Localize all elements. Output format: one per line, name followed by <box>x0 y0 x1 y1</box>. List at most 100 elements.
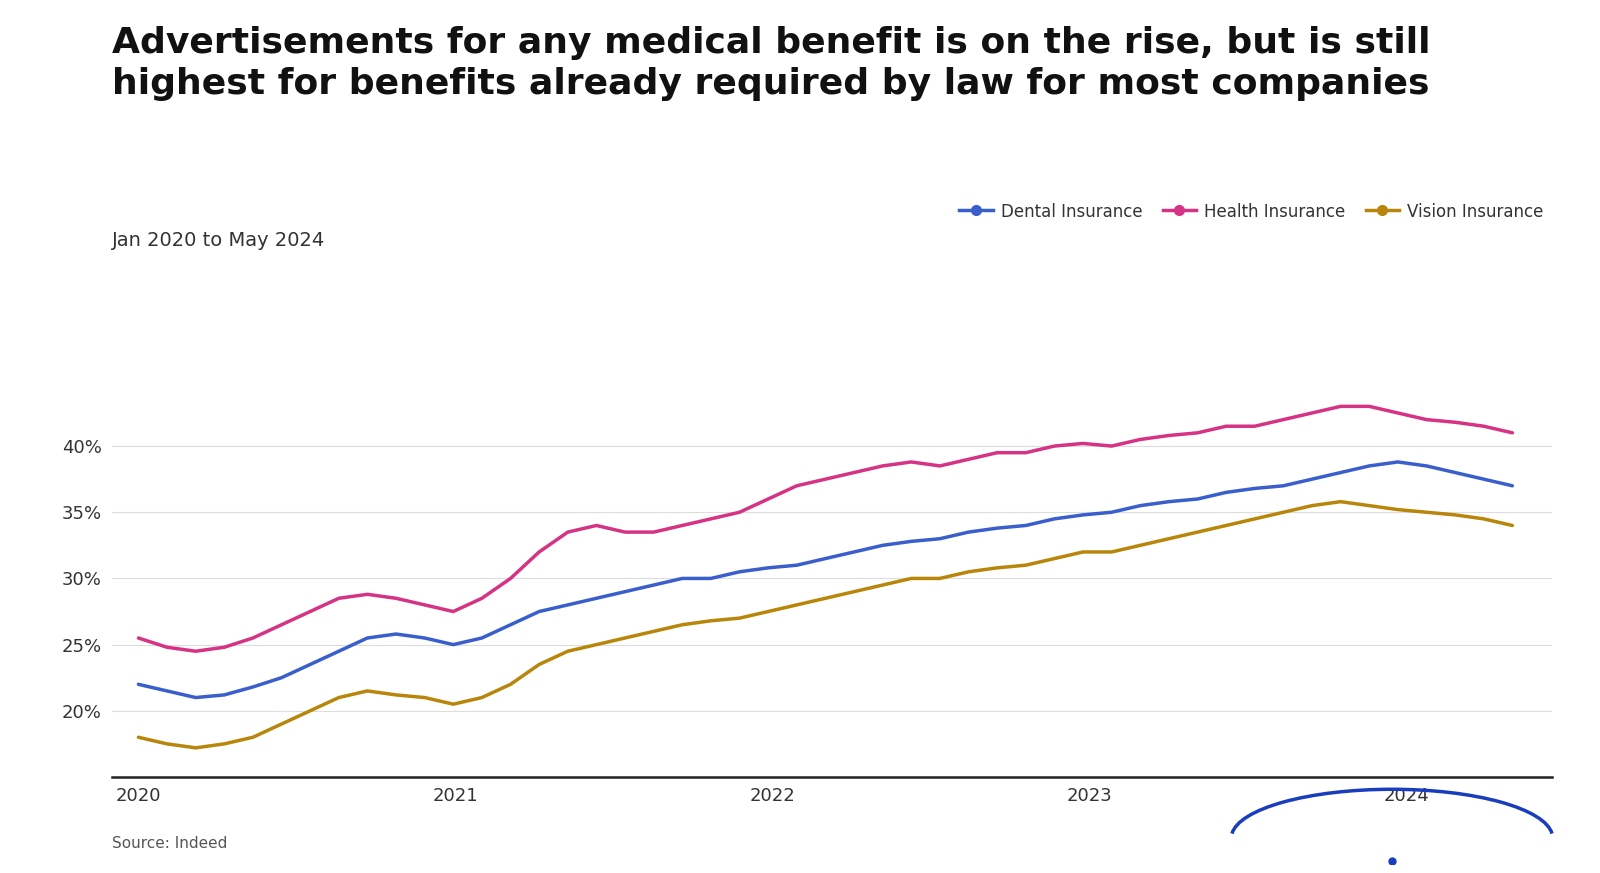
Vision Insurance <box>1016 560 1035 570</box>
Health Insurance <box>1160 430 1179 441</box>
Vision Insurance <box>1102 546 1122 557</box>
Health Insurance <box>587 520 606 531</box>
Health Insurance <box>1274 415 1293 425</box>
Vision Insurance <box>701 615 720 626</box>
Dental Insurance <box>758 562 778 573</box>
Dental Insurance <box>1474 474 1493 485</box>
Health Insurance <box>1445 417 1464 428</box>
Health Insurance <box>1074 438 1093 449</box>
Text: Source: Indeed: Source: Indeed <box>112 836 227 851</box>
Text: Advertisements for any medical benefit is on the rise, but is still
highest for : Advertisements for any medical benefit i… <box>112 26 1430 101</box>
Dental Insurance <box>645 580 664 590</box>
Health Insurance <box>1045 441 1064 451</box>
Text: Jan 2020 to May 2024: Jan 2020 to May 2024 <box>112 231 325 251</box>
Dental Insurance <box>558 600 578 610</box>
Dental Insurance <box>987 523 1006 533</box>
Dental Insurance <box>214 690 234 700</box>
Health Insurance <box>472 593 491 603</box>
Vision Insurance <box>787 600 806 610</box>
Dental Insurance <box>1074 510 1093 520</box>
Health Insurance <box>1302 408 1322 418</box>
Vision Insurance <box>157 739 176 749</box>
Health Insurance <box>645 527 664 538</box>
Vision Insurance <box>987 562 1006 573</box>
Dental Insurance <box>1445 467 1464 478</box>
Vision Insurance <box>958 567 978 577</box>
Vision Insurance <box>672 620 691 630</box>
Dental Insurance <box>1102 507 1122 518</box>
Health Insurance <box>414 600 434 610</box>
Vision Insurance <box>1418 507 1437 518</box>
Dental Insurance <box>501 620 520 630</box>
Vision Insurance <box>1160 533 1179 544</box>
Health Insurance <box>616 527 635 538</box>
Dental Insurance <box>1131 500 1150 511</box>
Health Insurance <box>730 507 749 518</box>
Health Insurance <box>1331 401 1350 411</box>
Dental Insurance <box>472 633 491 643</box>
Dental Insurance <box>330 646 349 656</box>
Dental Insurance <box>1274 480 1293 491</box>
Vision Insurance <box>1445 510 1464 520</box>
Health Insurance <box>816 474 835 485</box>
Health Insurance <box>1418 415 1437 425</box>
Health Insurance <box>1502 428 1522 438</box>
Dental Insurance <box>272 672 291 683</box>
Vision Insurance <box>587 639 606 650</box>
Health Insurance <box>443 606 462 616</box>
Vision Insurance <box>1331 497 1350 507</box>
Dental Insurance <box>130 679 149 690</box>
Health Insurance <box>1131 434 1150 444</box>
Vision Insurance <box>902 574 922 584</box>
Health Insurance <box>243 633 262 643</box>
Vision Insurance <box>530 659 549 670</box>
Dental Insurance <box>902 536 922 546</box>
Dental Insurance <box>1045 513 1064 524</box>
Vision Insurance <box>1302 500 1322 511</box>
Dental Insurance <box>845 546 864 557</box>
Vision Insurance <box>1216 520 1235 531</box>
Health Insurance <box>1216 421 1235 431</box>
Dental Insurance <box>1331 467 1350 478</box>
Dental Insurance <box>672 574 691 584</box>
Dental Insurance <box>301 659 320 670</box>
Dental Insurance <box>387 629 406 639</box>
Vision Insurance <box>730 613 749 623</box>
Vision Insurance <box>816 593 835 603</box>
Health Insurance <box>558 527 578 538</box>
Health Insurance <box>1474 421 1493 431</box>
Legend: Dental Insurance, Health Insurance, Vision Insurance: Dental Insurance, Health Insurance, Visi… <box>960 203 1544 221</box>
Health Insurance <box>272 620 291 630</box>
Health Insurance <box>1016 448 1035 458</box>
Dental Insurance <box>1160 497 1179 507</box>
Health Insurance <box>1187 428 1206 438</box>
Dental Insurance <box>930 533 949 544</box>
Health Insurance <box>958 454 978 464</box>
Dental Insurance <box>530 606 549 616</box>
Health Insurance <box>672 520 691 531</box>
Dental Insurance <box>616 587 635 597</box>
Health Insurance <box>130 633 149 643</box>
Line: Dental Insurance: Dental Insurance <box>139 462 1512 698</box>
Vision Insurance <box>616 633 635 643</box>
Dental Insurance <box>186 692 205 703</box>
Vision Insurance <box>1474 513 1493 524</box>
Vision Insurance <box>272 718 291 729</box>
Health Insurance <box>845 467 864 478</box>
Health Insurance <box>874 461 893 471</box>
Dental Insurance <box>1016 520 1035 531</box>
Vision Insurance <box>243 732 262 743</box>
Vision Insurance <box>1045 553 1064 564</box>
Vision Insurance <box>501 679 520 690</box>
Dental Insurance <box>1418 461 1437 471</box>
Vision Insurance <box>414 692 434 703</box>
Health Insurance <box>330 593 349 603</box>
Dental Insurance <box>1245 483 1264 493</box>
Vision Insurance <box>301 705 320 716</box>
Health Insurance <box>530 546 549 557</box>
Dental Insurance <box>1389 457 1408 467</box>
Line: Vision Insurance: Vision Insurance <box>139 502 1512 748</box>
Vision Insurance <box>1131 540 1150 551</box>
Health Insurance <box>758 494 778 505</box>
Vision Insurance <box>645 626 664 636</box>
